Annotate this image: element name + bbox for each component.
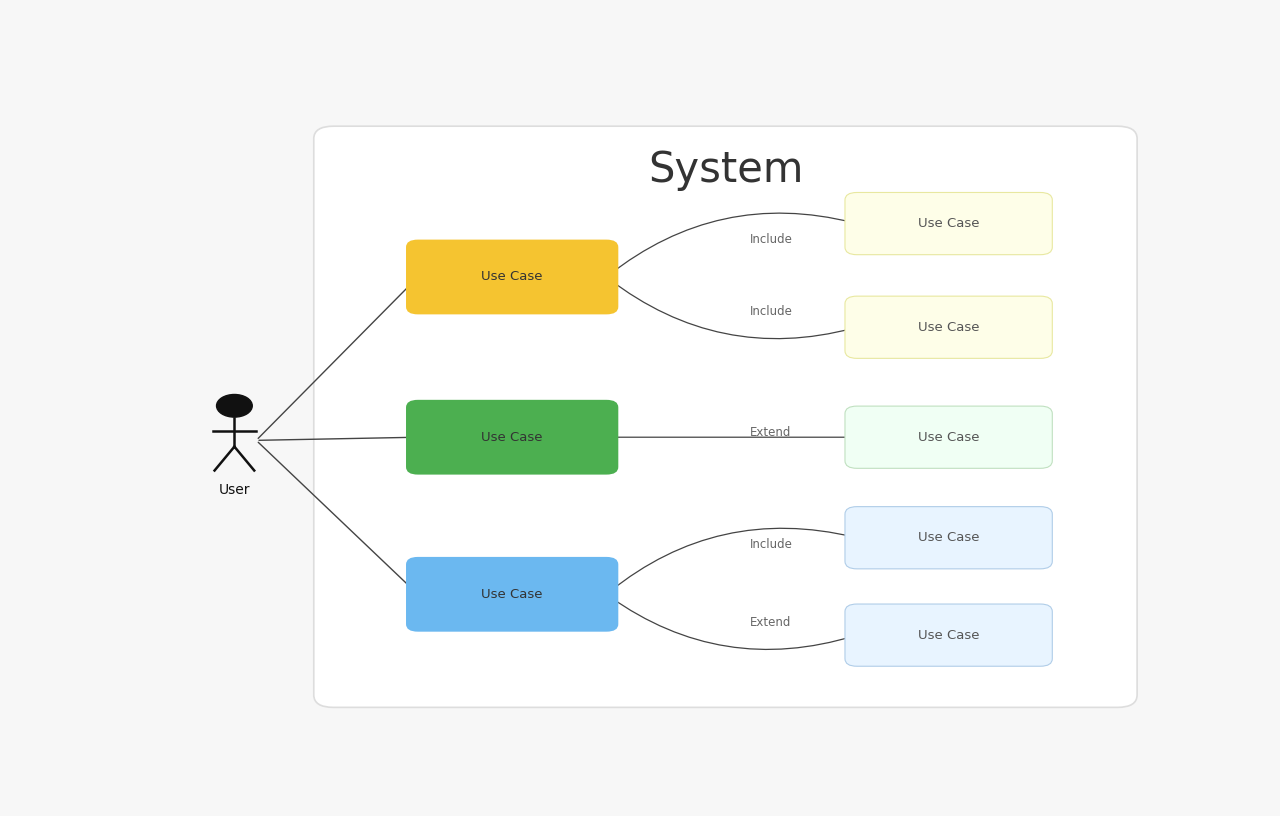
Text: Use Case: Use Case: [918, 431, 979, 444]
Text: User: User: [219, 483, 250, 497]
FancyBboxPatch shape: [845, 296, 1052, 358]
Text: System: System: [648, 149, 803, 191]
Text: Use Case: Use Case: [918, 217, 979, 230]
Text: Extend: Extend: [750, 616, 791, 629]
Text: Use Case: Use Case: [918, 531, 979, 544]
FancyBboxPatch shape: [845, 193, 1052, 255]
Text: Extend: Extend: [750, 426, 791, 439]
FancyBboxPatch shape: [314, 126, 1137, 707]
Text: Use Case: Use Case: [481, 431, 543, 444]
FancyBboxPatch shape: [845, 604, 1052, 666]
Text: Use Case: Use Case: [918, 321, 979, 334]
FancyBboxPatch shape: [845, 406, 1052, 468]
Text: Include: Include: [750, 538, 794, 551]
FancyBboxPatch shape: [406, 400, 618, 475]
Circle shape: [216, 394, 252, 417]
FancyBboxPatch shape: [406, 240, 618, 314]
Text: Include: Include: [750, 233, 794, 246]
Text: Use Case: Use Case: [918, 628, 979, 641]
FancyBboxPatch shape: [406, 557, 618, 632]
Text: Include: Include: [750, 305, 794, 318]
Text: Use Case: Use Case: [481, 270, 543, 283]
Text: Use Case: Use Case: [481, 588, 543, 601]
FancyBboxPatch shape: [845, 507, 1052, 569]
